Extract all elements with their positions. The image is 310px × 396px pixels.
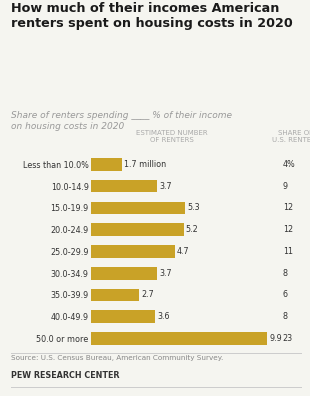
Bar: [91, 158, 122, 171]
Text: 1.7 million: 1.7 million: [124, 160, 166, 169]
Bar: [91, 332, 267, 345]
Text: 5.2: 5.2: [186, 225, 199, 234]
Bar: [91, 245, 175, 258]
Text: 12: 12: [283, 225, 293, 234]
Text: 4%: 4%: [283, 160, 295, 169]
Text: 6: 6: [283, 291, 288, 299]
Bar: [91, 310, 155, 323]
Text: ESTIMATED NUMBER
OF RENTERS: ESTIMATED NUMBER OF RENTERS: [136, 130, 208, 143]
Text: SHARE OF
U.S. RENTERS: SHARE OF U.S. RENTERS: [272, 130, 310, 143]
Text: 9.9: 9.9: [269, 334, 282, 343]
Text: 23: 23: [283, 334, 293, 343]
Text: 3.6: 3.6: [157, 312, 170, 321]
Bar: [91, 202, 185, 214]
Text: 11: 11: [283, 247, 293, 256]
Text: 8: 8: [283, 312, 288, 321]
Bar: [91, 267, 157, 280]
Bar: [91, 289, 139, 301]
Text: 9: 9: [283, 182, 288, 191]
Text: Share of renters spending ____ % of their income
on housing costs in 2020: Share of renters spending ____ % of thei…: [11, 111, 232, 131]
Text: 4.7: 4.7: [177, 247, 190, 256]
Bar: [91, 180, 157, 192]
Text: 8: 8: [283, 269, 288, 278]
Bar: [91, 223, 184, 236]
Text: 5.3: 5.3: [188, 204, 200, 212]
Text: 2.7: 2.7: [142, 291, 154, 299]
Text: PEW RESEARCH CENTER: PEW RESEARCH CENTER: [11, 371, 119, 381]
Text: How much of their incomes American
renters spent on housing costs in 2020: How much of their incomes American rente…: [11, 2, 293, 30]
Text: Source: U.S. Census Bureau, American Community Survey.: Source: U.S. Census Bureau, American Com…: [11, 355, 223, 361]
Text: 3.7: 3.7: [159, 269, 172, 278]
Text: 12: 12: [283, 204, 293, 212]
Text: 3.7: 3.7: [159, 182, 172, 191]
